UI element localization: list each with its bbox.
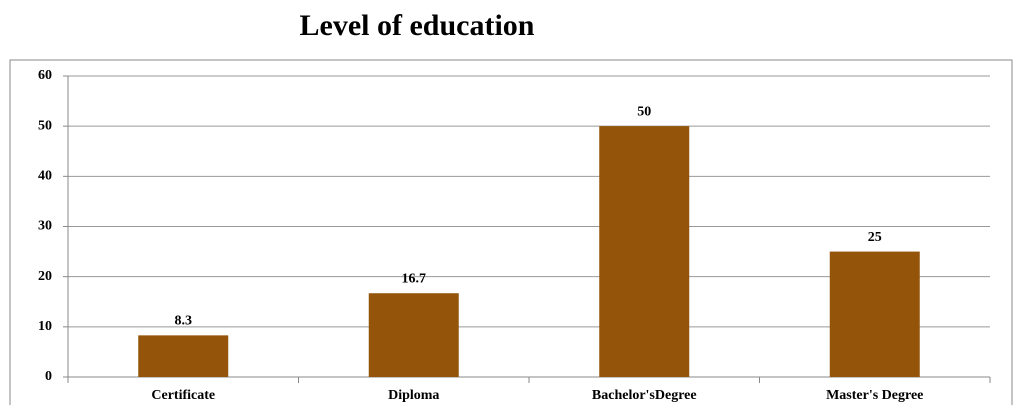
x-tick-label: Bachelor'sDegree <box>592 388 697 403</box>
y-tick-label: 50 <box>38 118 52 133</box>
x-tick-label: Master's Degree <box>826 388 923 403</box>
y-tick-label: 40 <box>38 169 52 184</box>
chart-title: Level of education <box>300 9 535 42</box>
bar <box>368 293 459 377</box>
x-tick-label: Certificate <box>151 388 215 403</box>
bar <box>599 126 690 378</box>
y-tick-label: 30 <box>38 219 52 234</box>
x-tick-label: Diploma <box>388 388 439 403</box>
bar <box>138 335 229 377</box>
data-label: 25 <box>868 230 882 245</box>
bar <box>829 251 920 377</box>
y-tick-label: 20 <box>38 269 52 284</box>
y-tick-label: 0 <box>45 369 52 384</box>
data-label: 8.3 <box>175 314 193 329</box>
data-label: 50 <box>637 104 651 119</box>
data-label: 16.7 <box>402 271 427 286</box>
y-tick-label: 60 <box>38 68 52 83</box>
y-tick-label: 10 <box>38 319 52 334</box>
